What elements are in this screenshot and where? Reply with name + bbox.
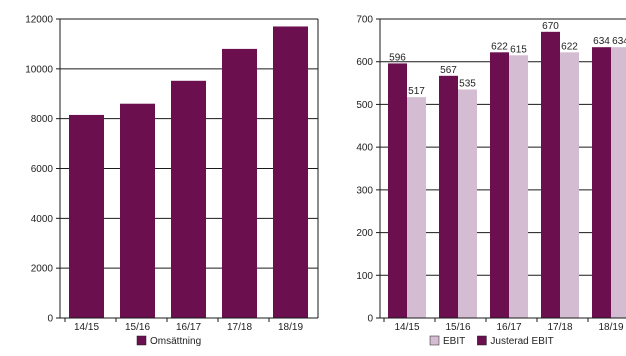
x-tick-label: 17/18 xyxy=(227,322,252,333)
bar xyxy=(509,55,528,319)
data-label: 596 xyxy=(389,52,406,63)
data-label: 622 xyxy=(561,41,578,52)
bar xyxy=(69,114,104,318)
bar xyxy=(592,47,611,318)
y-tick-label: 700 xyxy=(356,15,373,26)
y-tick-label: 0 xyxy=(367,314,373,325)
bar xyxy=(388,63,407,319)
legend-swatch xyxy=(429,335,440,346)
bar xyxy=(407,97,426,318)
x-tick-label: 15/16 xyxy=(445,322,470,333)
x-tick-label: 18/19 xyxy=(598,322,623,333)
bar xyxy=(541,31,560,319)
revenue-chart: 0 2000 4000 6000 8000 10000 12000 14/15 15/16 16/… xyxy=(25,15,319,347)
bar xyxy=(222,48,257,319)
x-tick-label: 16/17 xyxy=(176,322,201,333)
x-tick-label: 17/18 xyxy=(547,322,572,333)
y-tick-label: 600 xyxy=(356,57,373,68)
x-tick-label: 14/15 xyxy=(394,322,419,333)
x-tick-label: 14/15 xyxy=(74,322,99,333)
bar xyxy=(458,89,477,318)
bar xyxy=(120,103,155,318)
bar xyxy=(171,80,206,318)
y-tick-label: 500 xyxy=(356,100,373,111)
y-tick-label: 100 xyxy=(356,271,373,282)
bar xyxy=(273,26,308,318)
bar xyxy=(611,47,626,318)
bar xyxy=(490,52,509,319)
y-tick-label: 6000 xyxy=(31,164,54,175)
x-tick-label: 15/16 xyxy=(125,322,150,333)
data-label: 622 xyxy=(491,41,508,52)
y-tick-label: 10000 xyxy=(25,64,53,75)
bar xyxy=(439,75,458,318)
data-label: 567 xyxy=(440,65,457,76)
y-tick-label: 4000 xyxy=(31,214,54,225)
legend-label: Justerad EBIT xyxy=(490,336,553,347)
bar xyxy=(560,52,579,319)
x-tick-label: 18/19 xyxy=(278,322,303,333)
data-label: 517 xyxy=(408,86,425,97)
data-label: 615 xyxy=(510,44,527,55)
y-tick-label: 300 xyxy=(356,185,373,196)
y-tick-label: 8000 xyxy=(31,114,54,125)
data-label: 634 xyxy=(593,36,610,47)
x-tick-label: 16/17 xyxy=(496,322,521,333)
y-tick-label: 12000 xyxy=(25,15,53,26)
y-tick-label: 0 xyxy=(47,314,53,325)
data-label: 670 xyxy=(542,21,559,32)
y-tick-label: 200 xyxy=(356,228,373,239)
data-label: 535 xyxy=(459,78,476,89)
legend-swatch xyxy=(477,335,487,346)
y-tick-label: 2000 xyxy=(31,264,54,275)
legend-swatch xyxy=(136,335,147,346)
y-tick-label: 400 xyxy=(356,143,373,154)
legend-label: EBIT xyxy=(443,336,465,347)
legend-label: Omsättning xyxy=(150,336,201,347)
data-label: 634 xyxy=(612,36,626,47)
